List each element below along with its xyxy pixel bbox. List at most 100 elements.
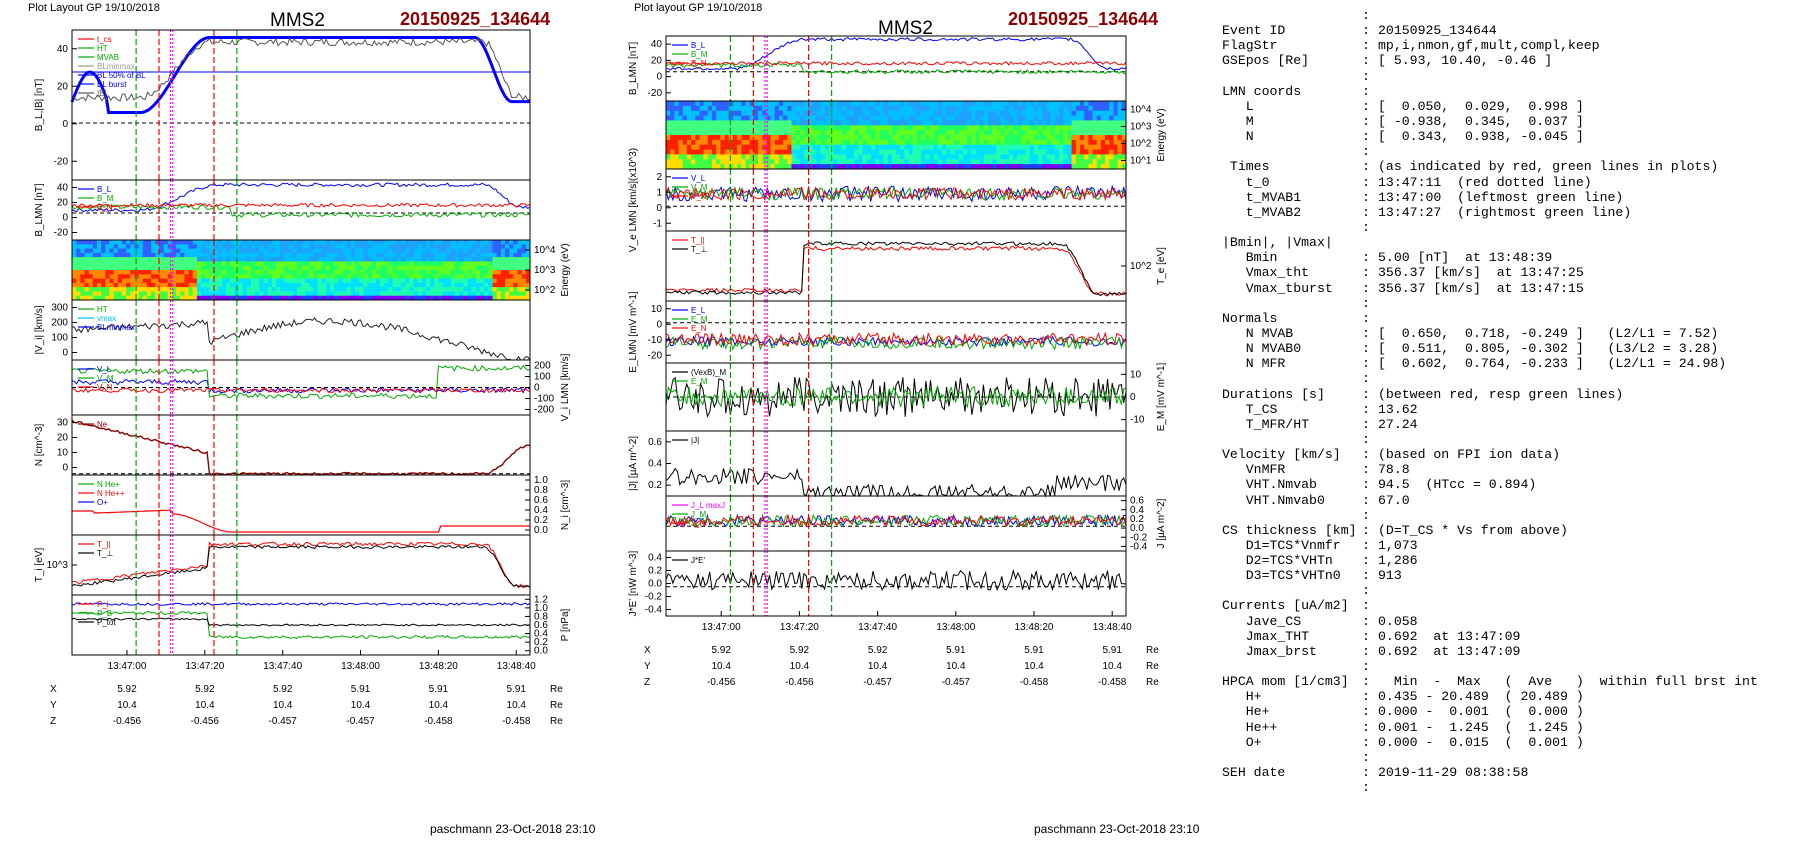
spectrogram-cell xyxy=(459,248,464,254)
spectrogram-cell xyxy=(267,287,273,292)
spectrogram-cell xyxy=(363,248,369,254)
spectrogram-cell xyxy=(321,270,327,275)
y-tick-label: 10^2 xyxy=(1130,139,1152,150)
spectrogram-cell xyxy=(1088,105,1094,112)
legend-label: B_N xyxy=(97,203,113,212)
spectrogram-cell xyxy=(192,240,198,245)
spectrogram-cell xyxy=(716,164,721,170)
spectrogram-cell xyxy=(280,244,285,250)
spectrogram-cell xyxy=(317,291,323,297)
spectrogram-cell xyxy=(384,282,389,288)
spectrogram-cell xyxy=(1096,149,1102,155)
spectrogram-cell xyxy=(405,265,410,271)
spectrogram-cell xyxy=(904,115,910,121)
spectrogram-cell xyxy=(988,149,993,155)
spectrogram-cell xyxy=(1021,144,1027,151)
spectrogram-cell xyxy=(492,287,498,292)
spectrogram-cell xyxy=(109,274,115,280)
spectrogram-cell xyxy=(396,274,402,280)
spectrogram-cell xyxy=(413,278,419,284)
spectrogram-cell xyxy=(400,295,406,301)
spectrogram-cell xyxy=(296,257,302,262)
spectrogram-cell xyxy=(463,240,469,245)
spectrogram-cell xyxy=(367,274,373,280)
spectrogram-cell xyxy=(84,274,90,280)
panel-2: 10^410^310^210^1 Energy (eV) xyxy=(665,100,1167,170)
spectrogram-cell xyxy=(413,287,419,292)
spectrogram-cell xyxy=(716,159,721,165)
spectrogram-cell xyxy=(113,252,119,258)
spectrogram-cell xyxy=(1113,115,1119,121)
spectrogram-cell xyxy=(292,291,298,297)
spectrogram-cell xyxy=(1096,130,1102,136)
spectrogram-cell xyxy=(230,261,235,267)
spectrogram-cell xyxy=(824,139,830,146)
spectrogram-cell xyxy=(1100,139,1106,146)
spectrogram-cell xyxy=(791,144,797,151)
info-value: [ 0.602, 0.764, -0.233 ] (L2/L1 = 24.98) xyxy=(1378,356,1727,372)
spectrogram-cell xyxy=(130,291,135,297)
spectrogram-cell xyxy=(117,270,123,275)
spectrogram-cell xyxy=(301,248,306,254)
spectrogram-cell xyxy=(263,282,269,288)
spectrogram-cell xyxy=(850,101,855,107)
spectrogram-cell xyxy=(309,282,314,288)
spectrogram-cell xyxy=(409,274,414,280)
spectrogram-cell xyxy=(521,270,527,275)
spectrogram-cell xyxy=(799,125,805,131)
spectrogram-cell xyxy=(870,115,876,121)
spectrogram-cell xyxy=(1021,139,1027,146)
info-colon: : xyxy=(1362,749,1370,765)
spectrogram-cell xyxy=(425,240,431,245)
spectrogram-cell xyxy=(745,139,751,146)
info-key: FlagStr xyxy=(1222,38,1278,54)
info-colon: : xyxy=(1362,431,1370,447)
spectrogram-cell xyxy=(703,110,709,117)
spectrogram-cell xyxy=(434,257,439,262)
spectrogram-cell xyxy=(84,291,90,297)
spectrogram-cell xyxy=(883,154,889,160)
info-row: Times: (as indicated by red, green lines … xyxy=(1222,159,1802,174)
spectrogram-cell xyxy=(405,274,410,280)
spectrogram-cell xyxy=(217,274,223,280)
spectrogram-cell xyxy=(954,144,960,151)
spectrogram-cell xyxy=(226,295,231,301)
spectrogram-cell xyxy=(1004,164,1010,170)
spectrogram-cell xyxy=(875,135,880,141)
spectrogram-cell xyxy=(996,144,1002,151)
info-colon: : xyxy=(1362,765,1370,781)
y-tick-label: 0 xyxy=(656,72,662,83)
event-id-title: 20150925_134644 xyxy=(400,9,551,29)
spectrogram-cell xyxy=(833,120,838,126)
legend-label: T_|| xyxy=(691,236,705,245)
spectrogram-cell xyxy=(912,115,918,121)
spectrogram-cell xyxy=(263,287,269,292)
spectrogram-cell xyxy=(988,130,993,136)
spectrogram-cell xyxy=(699,130,705,136)
info-key: N MVAB xyxy=(1222,325,1294,341)
spectrogram-cell xyxy=(384,270,389,275)
spectrogram-cell xyxy=(500,252,506,258)
spectrogram-cell xyxy=(749,130,755,136)
spectrogram-cell xyxy=(820,135,826,141)
spectrogram-cell xyxy=(513,278,518,284)
spectrogram-cell xyxy=(833,149,838,155)
spectrogram-cell xyxy=(334,282,339,288)
spectrogram-cell xyxy=(217,248,223,254)
spectrogram-cell xyxy=(205,282,210,288)
spectrogram-cell xyxy=(180,240,185,245)
spectrogram-cell xyxy=(430,265,435,271)
spectrogram-cell xyxy=(155,295,160,301)
spectrogram-cell xyxy=(758,159,763,165)
spectrogram-cell xyxy=(699,139,705,146)
spectrogram-cell xyxy=(766,144,772,151)
info-colon: : xyxy=(1362,447,1370,463)
spectrogram-cell xyxy=(1013,144,1018,151)
spectrogram-cell xyxy=(271,261,277,267)
spectrogram-cell xyxy=(188,244,194,250)
spectrogram-cell xyxy=(280,261,285,267)
spectrogram-cell xyxy=(983,164,989,170)
spectrogram-cell xyxy=(716,120,721,126)
spectrogram-cell xyxy=(317,252,323,258)
spectrogram-cell xyxy=(1054,144,1060,151)
